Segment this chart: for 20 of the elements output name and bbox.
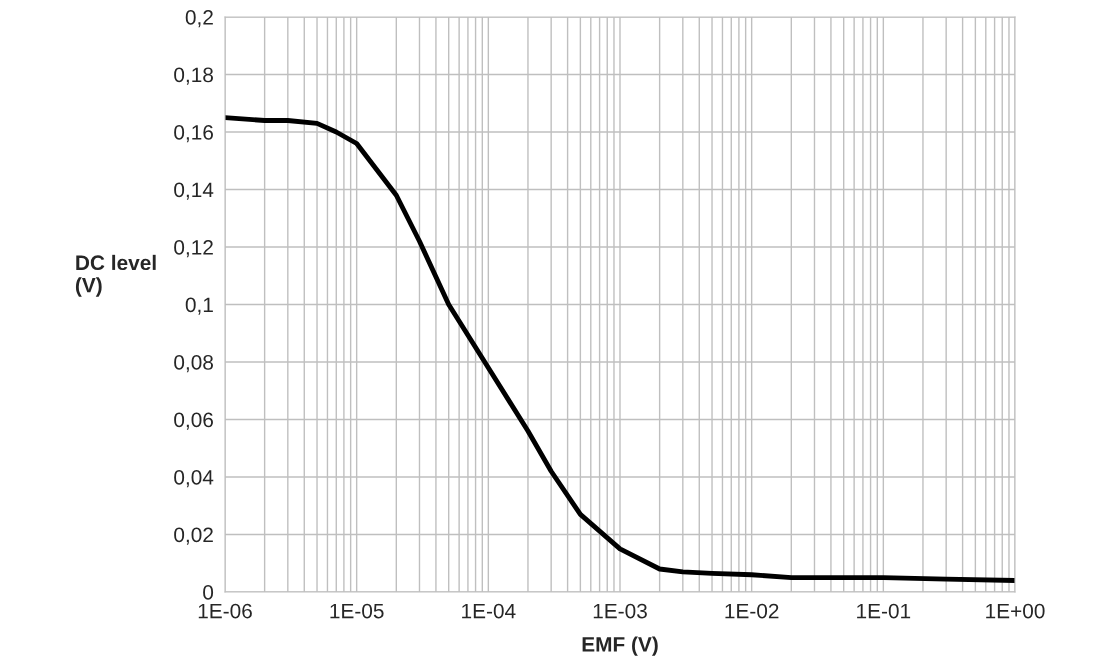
y-tick-label: 0,08	[174, 355, 213, 373]
y-tick-label: 0,12	[174, 240, 213, 258]
y-tick-label: 0,1	[185, 297, 213, 315]
y-tick-label: 0,14	[174, 182, 214, 200]
x-tick-label: 1E-04	[462, 603, 516, 619]
y-tick-label: 0,04	[174, 470, 214, 488]
y-tick-label: 0,02	[174, 527, 213, 545]
y-tick-label: 0,06	[174, 412, 213, 430]
x-tick-label: 1E+00	[986, 603, 1045, 619]
y-tick-label: 0,2	[185, 10, 213, 28]
x-axis-title: EMF (V)	[582, 636, 658, 656]
y-tick-label: 0,16	[174, 125, 213, 143]
x-tick-label: 1E-01	[857, 603, 911, 619]
y-axis-title: DC level (V)	[75, 254, 156, 297]
x-tick-label: 1E-03	[593, 603, 647, 619]
y-tick-label: 0,18	[174, 67, 213, 85]
x-tick-label: 1E-05	[330, 603, 384, 619]
y-tick-label: 0	[203, 585, 214, 600]
x-tick-label: 1E-06	[198, 603, 252, 619]
x-tick-label: 1E-02	[725, 603, 779, 619]
